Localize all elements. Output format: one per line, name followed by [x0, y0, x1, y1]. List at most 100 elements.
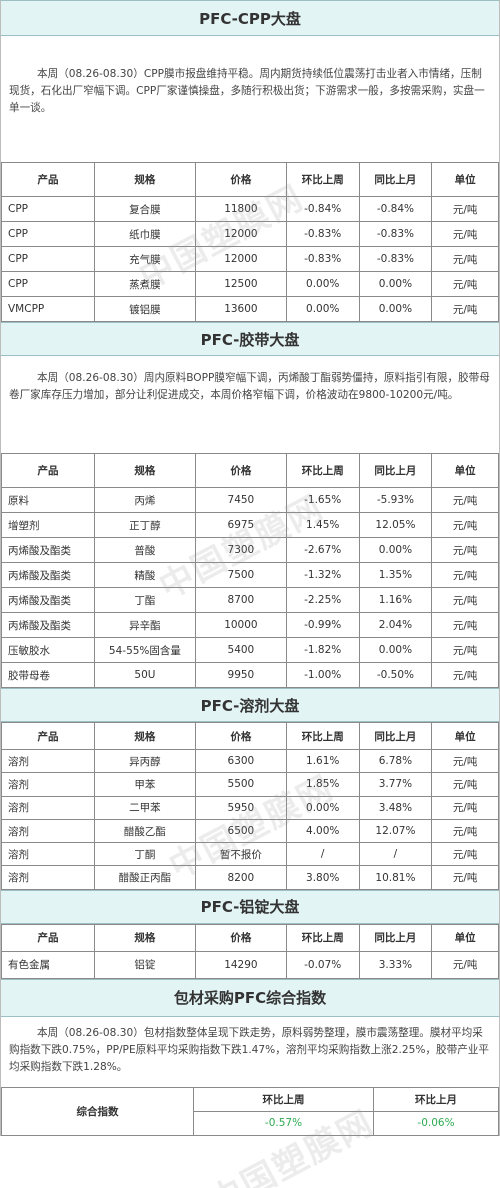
week-change-cell: -0.99% [285, 612, 360, 638]
price-cell: 5500 [194, 772, 287, 797]
table-row: 溶剂 丁酮 暂不报价 / / 元/吨 [1, 842, 499, 867]
month-change-cell: 3.48% [358, 795, 433, 820]
column-header: 规格 [93, 453, 196, 488]
spec-cell: 丁酮 [93, 842, 196, 867]
cpp-section-title: PFC-CPP大盘 [1, 0, 499, 36]
table-row: 丙烯酸及酯类 异辛酯 10000 -0.99% 2.04% 元/吨 [1, 612, 499, 638]
tape-summary: 本周（08.26-08.30）周内原料BOPP膜窄幅下调，丙烯酸丁酯弱势僵持，原… [9, 372, 490, 401]
price-cell: 6300 [194, 748, 287, 774]
index-wow-header: 环比上周 [193, 1086, 374, 1112]
product-cell: CPP [1, 246, 95, 272]
spec-cell: 50U [93, 662, 196, 688]
tape-section-title: PFC-胶带大盘 [1, 322, 499, 356]
week-change-cell: 0.00% [285, 795, 360, 820]
index-mom-value: -0.06% [373, 1110, 499, 1136]
column-header: 单位 [431, 453, 499, 488]
month-change-cell: 0.00% [358, 637, 433, 663]
spec-cell: 异辛酯 [93, 612, 196, 638]
table-row: 丙烯酸及酯类 丁酯 8700 -2.25% 1.16% 元/吨 [1, 587, 499, 613]
spec-cell: 醋酸正丙酯 [93, 865, 196, 890]
week-change-cell: -2.67% [285, 537, 360, 563]
price-cell: 暂不报价 [194, 842, 287, 867]
month-change-cell: -5.93% [358, 487, 433, 513]
column-header: 规格 [93, 722, 196, 750]
price-cell: 7450 [194, 487, 287, 513]
price-cell: 13600 [194, 296, 287, 322]
month-change-cell: 1.16% [358, 587, 433, 613]
cpp-summary: 本周（08.26-08.30）CPP膜市报盘维持平稳。周内期货持续低位震荡打击业… [9, 68, 485, 114]
index-section-title: 包材采购PFC综合指数 [1, 978, 499, 1017]
column-header: 单位 [431, 722, 499, 750]
price-cell: 14290 [194, 950, 287, 979]
table-row: 原料 丙烯 7450 -1.65% -5.93% 元/吨 [1, 487, 499, 513]
table-row: VMCPP 镀铝膜 13600 0.00% 0.00% 元/吨 [1, 296, 499, 322]
column-header: 价格 [194, 923, 287, 952]
table-row: 胶带母卷 50U 9950 -1.00% -0.50% 元/吨 [1, 662, 499, 688]
unit-cell: 元/吨 [431, 537, 499, 563]
product-cell: 溶剂 [1, 795, 95, 820]
table-row: 有色金属 铝锭 14290 -0.07% 3.33% 元/吨 [1, 950, 499, 979]
table-row: CPP 纸巾膜 12000 -0.83% -0.83% 元/吨 [1, 221, 499, 247]
price-cell: 10000 [194, 612, 287, 638]
spec-cell: 54-55%固含量 [93, 637, 196, 663]
week-change-cell: 3.80% [285, 865, 360, 890]
unit-cell: 元/吨 [431, 950, 499, 979]
month-change-cell: 6.78% [358, 748, 433, 774]
week-change-cell: -0.84% [285, 196, 360, 222]
spec-cell: 二甲苯 [93, 795, 196, 820]
price-cell: 11800 [194, 196, 287, 222]
price-cell: 6975 [194, 512, 287, 538]
product-cell: 溶剂 [1, 772, 95, 797]
month-change-cell: 10.81% [358, 865, 433, 890]
product-cell: CPP [1, 271, 95, 297]
column-header: 同比上月 [358, 923, 433, 952]
price-cell: 5950 [194, 795, 287, 820]
unit-cell: 元/吨 [431, 196, 499, 222]
month-change-cell: 3.33% [358, 950, 433, 979]
unit-cell: 元/吨 [431, 748, 499, 774]
week-change-cell: 1.61% [285, 748, 360, 774]
unit-cell: 元/吨 [431, 221, 499, 247]
table-row: 增塑剂 正丁醇 6975 1.45% 12.05% 元/吨 [1, 512, 499, 538]
column-header: 价格 [194, 453, 287, 488]
column-header: 同比上月 [358, 453, 433, 488]
spec-cell: 异丙醇 [93, 748, 196, 774]
unit-cell: 元/吨 [431, 842, 499, 867]
product-cell: 丙烯酸及酯类 [1, 612, 95, 638]
week-change-cell: -1.65% [285, 487, 360, 513]
product-cell: 丙烯酸及酯类 [1, 587, 95, 613]
column-header: 规格 [93, 923, 196, 952]
price-cell: 12000 [194, 221, 287, 247]
unit-cell: 元/吨 [431, 587, 499, 613]
table-row: CPP 复合膜 11800 -0.84% -0.84% 元/吨 [1, 196, 499, 222]
column-header: 规格 [93, 162, 196, 197]
column-header: 产品 [1, 722, 95, 750]
product-cell: 溶剂 [1, 748, 95, 774]
spec-cell: 丙烯 [93, 487, 196, 513]
unit-cell: 元/吨 [431, 562, 499, 588]
composite-index-table: 综合指数 环比上周 环比上月 -0.57% -0.06% [1, 1086, 499, 1136]
week-change-cell: -0.07% [285, 950, 360, 979]
index-summary: 本周（08.26-08.30）包材指数整体呈现下跌走势，原料弱势整理，膜市震荡整… [9, 1026, 489, 1073]
table-row: 溶剂 醋酸正丙酯 8200 3.80% 10.81% 元/吨 [1, 865, 499, 890]
week-change-cell: -0.83% [285, 221, 360, 247]
product-cell: VMCPP [1, 296, 95, 322]
table-row: CPP 充气膜 12000 -0.83% -0.83% 元/吨 [1, 246, 499, 272]
price-cell: 9950 [194, 662, 287, 688]
unit-cell: 元/吨 [431, 271, 499, 297]
table-header-row: 产品 规格 价格 环比上周 同比上月 单位 [1, 453, 499, 488]
week-change-cell: 4.00% [285, 818, 360, 844]
product-cell: 溶剂 [1, 865, 95, 890]
month-change-cell: 1.35% [358, 562, 433, 588]
index-wow-value: -0.57% [193, 1110, 374, 1136]
price-cell: 7500 [194, 562, 287, 588]
spec-cell: 丁酯 [93, 587, 196, 613]
price-cell: 12500 [194, 271, 287, 297]
week-change-cell: / [285, 842, 360, 867]
price-cell: 5400 [194, 637, 287, 663]
product-cell: 增塑剂 [1, 512, 95, 538]
column-header: 环比上周 [285, 162, 360, 197]
solvent-price-table: 产品 规格 价格 环比上周 同比上月 单位 溶剂 异丙醇 6300 1.61% 6.78% 元/吨 溶剂… [1, 722, 499, 890]
month-change-cell: -0.50% [358, 662, 433, 688]
month-change-cell: 0.00% [358, 537, 433, 563]
